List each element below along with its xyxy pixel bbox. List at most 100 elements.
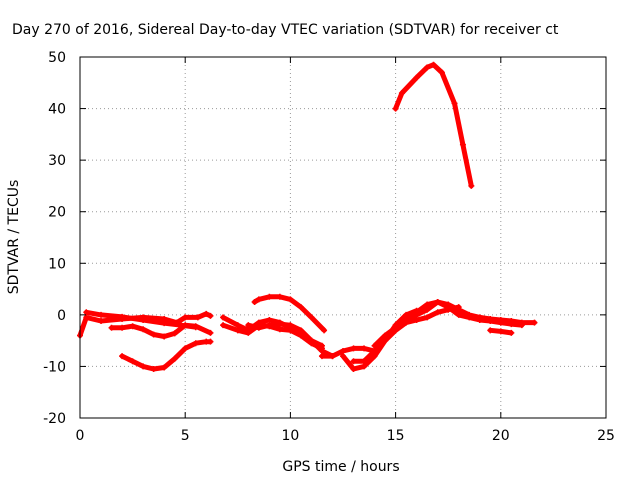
data-point	[508, 321, 515, 328]
data-point	[340, 347, 346, 354]
chart-title: Day 270 of 2016, Sidereal Day-to-day VTE…	[12, 22, 559, 38]
data-point	[413, 74, 420, 81]
data-point	[424, 306, 431, 313]
data-point	[361, 363, 368, 370]
data-point	[531, 319, 538, 326]
x-tick-label: 0	[76, 428, 85, 444]
data-point	[403, 311, 410, 318]
data-point	[459, 141, 466, 148]
data-point	[287, 322, 294, 329]
data-point	[255, 296, 262, 303]
y-tick-label: 20	[48, 205, 66, 221]
data-point	[455, 306, 462, 313]
data-point	[98, 311, 105, 318]
data-point	[266, 322, 273, 329]
data-point	[371, 347, 378, 354]
data-point	[318, 342, 325, 349]
data-point	[438, 69, 445, 76]
data-point	[308, 314, 315, 321]
data-point	[424, 64, 431, 71]
data-point	[194, 314, 201, 321]
y-tick-label: 0	[57, 308, 66, 324]
data-point	[297, 327, 304, 334]
y-tick-labels: -20 -10 0 10 20 30 40 50	[43, 50, 66, 427]
data-point	[161, 364, 168, 371]
x-tick-label: 10	[281, 428, 299, 444]
data-point	[434, 298, 441, 305]
data-point	[245, 322, 252, 329]
data-point	[361, 345, 368, 352]
data-point	[361, 358, 368, 365]
data-point	[276, 293, 283, 300]
data-point	[119, 353, 126, 360]
data-point	[129, 323, 136, 330]
y-tick-label: 40	[48, 102, 66, 118]
data-point	[207, 329, 214, 336]
data-point	[487, 318, 494, 325]
data-point	[497, 319, 504, 326]
data-point	[466, 314, 473, 321]
series-line-arc-12	[372, 299, 537, 349]
data-point	[234, 322, 241, 329]
data-point	[276, 321, 283, 328]
data-point	[220, 314, 227, 321]
data-point	[445, 304, 452, 311]
data-point	[434, 309, 441, 316]
y-tick-label: 50	[48, 50, 66, 66]
data-point	[220, 322, 227, 329]
data-point	[276, 326, 283, 333]
y-tick-label: 30	[48, 153, 66, 169]
data-point	[451, 100, 458, 107]
plot-frame	[79, 56, 607, 419]
data-point	[318, 353, 325, 360]
data-point	[329, 353, 336, 360]
x-axis-label: GPS time / hours	[282, 459, 399, 475]
data-point	[207, 312, 214, 319]
x-tick-label: 15	[387, 428, 405, 444]
data-point	[140, 363, 147, 370]
data-point	[140, 317, 147, 324]
series-line-arc-3	[109, 322, 213, 339]
data-point	[321, 327, 328, 334]
data-point	[382, 332, 389, 339]
data-point	[350, 345, 357, 352]
y-axis-label: SDTVAR / TECUs	[6, 180, 22, 295]
data-point	[287, 327, 294, 334]
data-point	[245, 329, 252, 336]
data-point	[171, 355, 178, 362]
data-point	[192, 340, 199, 347]
data-point	[403, 317, 410, 324]
data-point	[234, 327, 241, 334]
y-tick-label: -10	[43, 359, 66, 375]
data-point	[413, 317, 420, 324]
data-point	[98, 318, 105, 325]
data-point	[182, 322, 189, 329]
x-tick-label: 25	[597, 428, 615, 444]
data-point	[140, 326, 147, 333]
axis-ticks	[79, 56, 607, 419]
data-point	[150, 331, 157, 338]
data-point	[266, 293, 273, 300]
series-line-arc-6	[220, 322, 325, 351]
data-point	[203, 310, 210, 317]
data-point	[308, 337, 315, 344]
data-point	[518, 322, 525, 329]
data-point	[497, 328, 504, 335]
x-tick-label: 20	[492, 428, 510, 444]
data-point	[192, 323, 199, 330]
data-point	[340, 353, 346, 360]
data-point	[161, 333, 168, 340]
y-tick-label: 10	[48, 256, 66, 272]
series-line-arc-15	[393, 62, 474, 189]
data-point	[430, 61, 437, 68]
data-point	[119, 324, 126, 331]
data-point	[182, 345, 189, 352]
data-point	[468, 182, 475, 189]
data-point	[350, 366, 357, 373]
data-point	[182, 314, 189, 321]
data-point	[392, 324, 399, 331]
data-point	[371, 342, 378, 349]
y-tick-label: -20	[43, 411, 66, 427]
data-point	[455, 311, 462, 318]
